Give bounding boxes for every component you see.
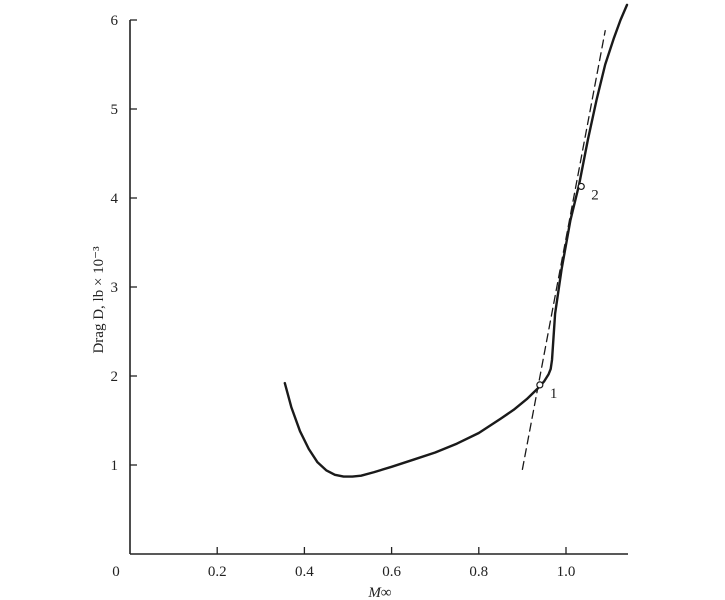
x-tick-label: 0.6 — [382, 564, 401, 580]
point-marker-2 — [577, 182, 585, 191]
point-markers: 12 — [536, 182, 599, 402]
x-tick-label: 1.0 — [557, 564, 576, 580]
plot-area — [283, 3, 629, 478]
y-ticks: 1 2 3 4 5 6 — [111, 13, 137, 474]
point-marker-1 — [536, 381, 544, 389]
y-tick-label: 1 — [111, 458, 119, 474]
x-tick-label: 0.8 — [469, 564, 488, 580]
y-tick-label: 5 — [111, 102, 119, 118]
y-tick-label: 2 — [111, 369, 119, 385]
y-tick-label: 4 — [111, 191, 119, 207]
drag-curve — [283, 3, 629, 478]
x-tick-label: 0.4 — [295, 564, 314, 580]
x-tick-label: 0.2 — [208, 564, 227, 580]
y-axis-label: Drag D, lb × 10⁻³ — [91, 246, 107, 354]
x-ticks: 0.2 0.4 0.6 0.8 1.0 — [208, 547, 576, 580]
point-label-1: 1 — [550, 386, 558, 402]
point-label-2: 2 — [591, 187, 599, 203]
y-tick-label: 6 — [111, 13, 119, 29]
tangent-dashed-line — [521, 30, 606, 471]
origin-label: 0 — [112, 564, 120, 580]
y-tick-label: 3 — [111, 280, 119, 296]
x-axis-label: M∞ — [367, 585, 391, 600]
